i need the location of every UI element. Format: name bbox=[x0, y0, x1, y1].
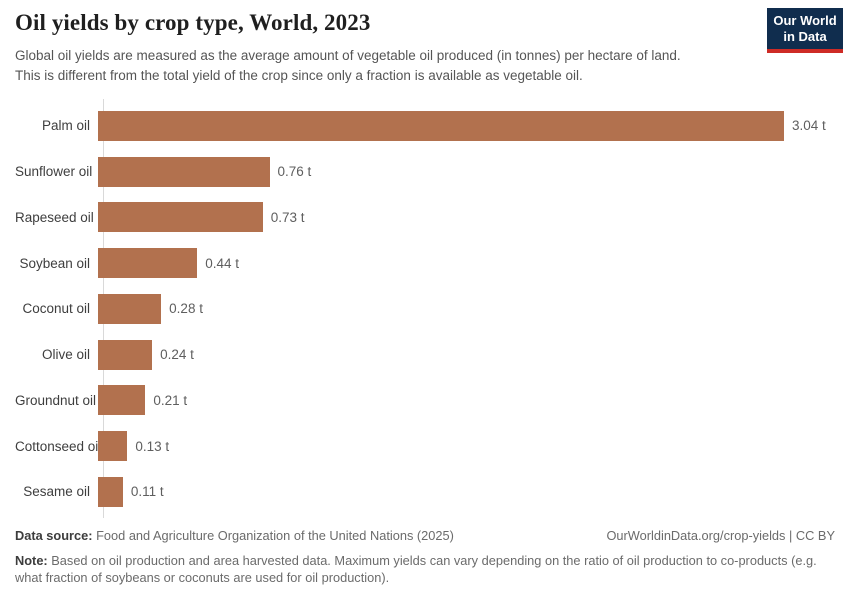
value-label: 0.21 t bbox=[153, 392, 188, 408]
bar-track: 3.04 t bbox=[97, 110, 835, 141]
category-label: Palm oil bbox=[41, 118, 90, 134]
bar-track: 0.24 t bbox=[97, 339, 835, 370]
subtitle-line-2: This is different from the total yield o… bbox=[15, 67, 583, 83]
category-label: Olive oil bbox=[41, 347, 90, 363]
value-label: 0.73 t bbox=[270, 209, 305, 225]
chart-note: Note: Based on oil production and area h… bbox=[15, 552, 835, 586]
bar-track: 0.13 t bbox=[97, 431, 835, 462]
bar-track: 0.28 t bbox=[97, 293, 835, 324]
data-source-label: Data source: bbox=[15, 528, 93, 543]
value-label: 0.44 t bbox=[205, 255, 240, 271]
owid-logo-line-2: in Data bbox=[783, 29, 827, 44]
bar[interactable] bbox=[98, 339, 153, 370]
value-label: 0.13 t bbox=[135, 438, 170, 454]
bar-track: 0.76 t bbox=[97, 156, 835, 187]
category-label: Sesame oil bbox=[23, 484, 90, 500]
category-label: Coconut oil bbox=[22, 301, 90, 317]
bar-chart-rows: Palm oil 3.04 t Sunflower oil 0.76 t Rapesee… bbox=[15, 103, 835, 515]
category-label: Soybean oil bbox=[19, 255, 90, 271]
value-label: 0.76 t bbox=[277, 164, 312, 180]
bar-row: Sunflower oil 0.76 t bbox=[15, 149, 835, 195]
value-label: 0.28 t bbox=[169, 301, 203, 317]
bar-track: 0.11 t bbox=[97, 476, 835, 507]
bar[interactable] bbox=[98, 385, 146, 416]
chart-header: Oil yields by crop type, World, 2023 Glo… bbox=[15, 10, 750, 85]
owid-logo[interactable]: Our World in Data bbox=[767, 8, 843, 53]
source-row: Data source: Food and Agriculture Organi… bbox=[15, 528, 835, 543]
bar[interactable] bbox=[98, 248, 198, 279]
owid-link[interactable]: OurWorldinData.org/crop-yields | CC BY bbox=[606, 528, 835, 543]
bar-chart: Palm oil 3.04 t Sunflower oil 0.76 t Rapesee… bbox=[15, 99, 835, 518]
bar-row: Soybean oil 0.44 t bbox=[15, 240, 835, 286]
note-line-2: what fraction of soybeans or coconuts ar… bbox=[15, 570, 390, 586]
bar-track: 0.44 t bbox=[97, 248, 835, 279]
value-label: 3.04 t bbox=[792, 118, 826, 134]
bar-row: Cottonseed oil 0.13 t bbox=[15, 423, 835, 469]
subtitle-line-1: Global oil yields are measured as the av… bbox=[15, 48, 681, 63]
bar-track: 0.73 t bbox=[97, 202, 835, 233]
bar[interactable] bbox=[98, 110, 784, 141]
category-label: Groundnut oil bbox=[15, 392, 97, 408]
category-label: Sunflower oil bbox=[15, 164, 93, 180]
bar[interactable] bbox=[98, 202, 263, 233]
category-label: Cottonseed oil bbox=[15, 438, 102, 454]
bar-row: Olive oil 0.24 t bbox=[15, 332, 835, 378]
value-label: 0.11 t bbox=[130, 484, 164, 500]
bar-row: Groundnut oil 0.21 t bbox=[15, 378, 835, 424]
page-title: Oil yields by crop type, World, 2023 bbox=[15, 10, 371, 35]
data-source-text: Food and Agriculture Organization of the… bbox=[96, 528, 454, 543]
bar[interactable] bbox=[98, 476, 123, 507]
bar[interactable] bbox=[98, 431, 128, 462]
chart-footer: Data source: Food and Agriculture Organi… bbox=[15, 528, 835, 586]
bar[interactable] bbox=[98, 293, 162, 324]
bar-row: Sesame oil 0.11 t bbox=[15, 469, 835, 515]
bar-row: Palm oil 3.04 t bbox=[15, 103, 835, 149]
note-label: Note: bbox=[15, 553, 48, 568]
bar[interactable] bbox=[98, 156, 270, 187]
category-label: Rapeseed oil bbox=[15, 209, 94, 225]
chart-subtitle: Global oil yields are measured as the av… bbox=[15, 46, 750, 85]
data-source: Data source: Food and Agriculture Organi… bbox=[15, 528, 454, 543]
value-label: 0.24 t bbox=[160, 347, 194, 363]
bar-row: Coconut oil 0.28 t bbox=[15, 286, 835, 332]
bar-row: Rapeseed oil 0.73 t bbox=[15, 195, 835, 241]
note-line-1: Based on oil production and area harvest… bbox=[51, 553, 817, 568]
owid-logo-line-1: Our World bbox=[773, 13, 837, 28]
bar-track: 0.21 t bbox=[97, 385, 835, 416]
